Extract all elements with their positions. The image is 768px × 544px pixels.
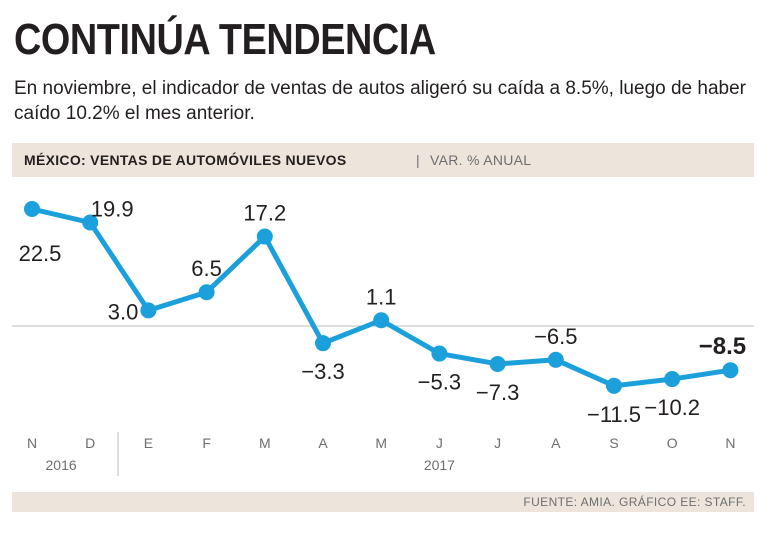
data-label: 1.1 xyxy=(366,284,397,309)
year-label: 2017 xyxy=(424,457,455,473)
data-label: 3.0 xyxy=(108,299,139,324)
data-label: −6.5 xyxy=(534,324,577,349)
year-label: 2016 xyxy=(46,457,77,473)
data-label: −11.5 xyxy=(587,402,641,427)
data-point xyxy=(140,302,157,319)
source-bar: FUENTE: AMIA. GRÁFICO EE: STAFF. xyxy=(12,492,754,512)
data-point xyxy=(256,228,273,245)
x-tick-label: N xyxy=(725,435,735,451)
data-label: 17.2 xyxy=(243,201,286,226)
chart-title: CONTINÚA TENDENCIA xyxy=(14,15,436,64)
data-point xyxy=(373,312,390,329)
source-note: FUENTE: AMIA. GRÁFICO EE: STAFF. xyxy=(523,495,746,509)
data-point xyxy=(722,362,739,379)
data-point xyxy=(664,371,681,388)
chart-label-bar: MÉXICO: VENTAS DE AUTOMÓVILES NUEVOS | V… xyxy=(12,143,754,177)
chart-label: MÉXICO: VENTAS DE AUTOMÓVILES NUEVOS xyxy=(24,152,347,168)
data-point xyxy=(606,377,622,394)
data-point xyxy=(198,284,215,301)
data-point xyxy=(547,351,564,368)
data-label: −5.3 xyxy=(418,370,461,395)
x-tick-label: D xyxy=(85,435,95,451)
x-tick-label: A xyxy=(551,435,561,451)
x-tick-label: A xyxy=(318,435,328,451)
chart-subtitle: En noviembre, el indicador de ventas de … xyxy=(14,78,746,124)
data-label: 19.9 xyxy=(91,197,134,222)
x-tick-label: E xyxy=(144,435,153,451)
data-label: 6.5 xyxy=(191,256,222,281)
data-point xyxy=(431,345,448,362)
x-tick-label: O xyxy=(667,435,678,451)
x-tick-label: F xyxy=(202,435,211,451)
x-tick-label: M xyxy=(375,435,387,451)
data-point xyxy=(315,335,331,352)
x-tick-label: S xyxy=(609,435,618,451)
data-label: −8.5 xyxy=(699,333,746,360)
data-label: −10.2 xyxy=(644,395,700,420)
x-tick-label: J xyxy=(436,435,443,451)
data-point xyxy=(489,355,506,372)
chart-label-separator: | xyxy=(416,152,420,168)
x-tick-label: N xyxy=(27,435,37,451)
x-tick-label: M xyxy=(259,435,271,451)
data-point xyxy=(82,214,99,231)
data-label: 22.5 xyxy=(19,241,62,266)
data-point xyxy=(24,201,40,217)
data-label: −3.3 xyxy=(301,359,344,384)
x-tick-label: J xyxy=(494,435,501,451)
chart-unit-label: VAR. % ANUAL xyxy=(430,152,532,168)
data-label: −7.3 xyxy=(476,380,519,405)
